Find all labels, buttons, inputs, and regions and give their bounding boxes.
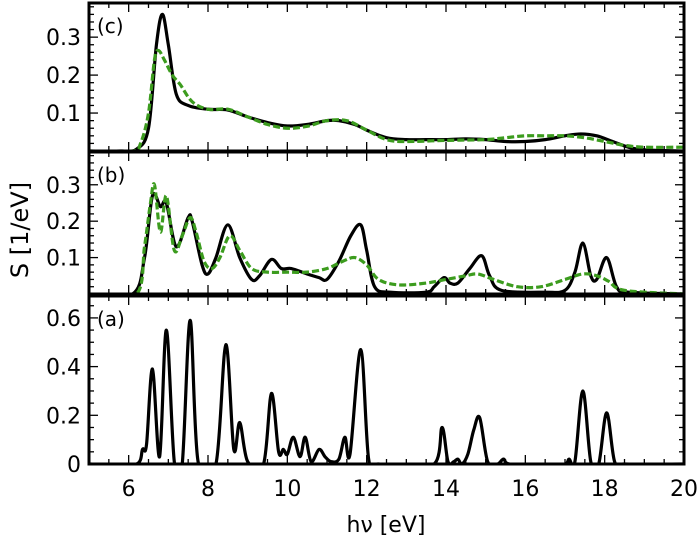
x-axis-label: hν [eV] [347,513,426,538]
panel-b: 0.1 0.2 0.3 (b) [46,150,686,296]
series-line-green-dashed [89,48,684,151]
x-tick-label: 14 [432,477,460,502]
series-line-black-solid [89,318,684,464]
y-tick-label: 0.1 [46,102,81,127]
y-tick-label: 0.6 [46,307,81,332]
x-tick-label: 12 [353,477,381,502]
y-tick-label: 0.1 [46,247,81,272]
panel-c: 0.1 0.2 0.3 (c) [46,1,686,153]
x-tick-label: 18 [591,477,619,502]
panel-frame [87,150,686,296]
y-tick-label: 0.3 [46,26,81,51]
x-tick-label: 16 [511,477,539,502]
y-tick-label: 0.4 [46,356,81,381]
y-tick-label: 0.2 [46,64,81,89]
y-axis-label: S [1/eV] [6,182,34,278]
x-tick-label: 6 [122,477,136,502]
y-tick-label: 0.3 [46,174,81,199]
y-tick-label: 0.2 [46,210,81,235]
panel-label: (a) [97,307,125,331]
panel-frame [87,1,686,153]
x-tick-label: 8 [201,477,215,502]
panel-frame [87,294,686,466]
y-tick-label: 0.2 [46,404,81,429]
y-tick-label: 0 [67,453,81,478]
panel-label: (c) [97,14,124,38]
series-line-green-dashed [89,182,684,294]
panel-label: (b) [97,163,125,187]
x-tick-label: 20 [670,477,698,502]
panel-a: 0 0.2 0.4 0.6 6 8 10 12 14 16 18 20 (a) [46,294,698,502]
x-tick-label: 10 [273,477,301,502]
